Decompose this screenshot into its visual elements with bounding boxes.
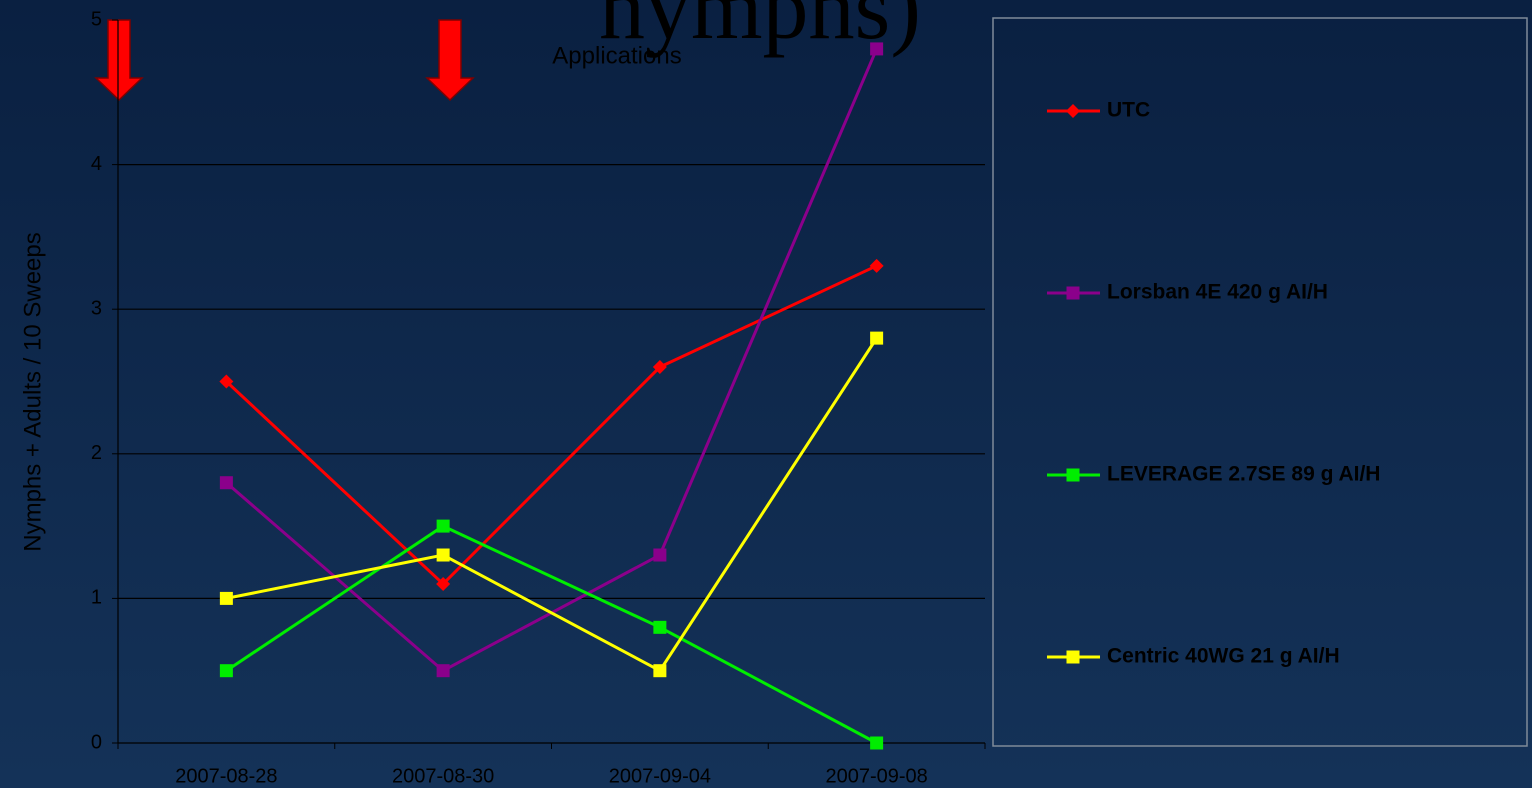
marker [653,664,667,678]
legend-box [992,17,1528,747]
legend-label: Lorsban 4E 420 g AI/H [1107,281,1328,304]
y-tick-label: 1 [91,587,102,609]
marker [653,620,667,634]
y-tick-label: 4 [91,153,102,175]
marker [436,664,450,678]
arrow [425,19,475,102]
x-tick-label: 2007-08-30 [392,765,494,787]
marker [869,258,884,273]
x-tick-label: 2007-09-04 [609,765,711,787]
y-tick-label: 0 [91,731,102,753]
series-line [226,337,878,673]
legend-label: UTC [1107,99,1150,122]
x-tick-label: 2007-08-28 [175,765,277,787]
marker [1066,104,1080,118]
marker [219,664,233,678]
marker [1066,286,1080,300]
marker [870,331,884,345]
x-tick-label: 2007-09-08 [825,765,927,787]
series-line [225,524,878,745]
marker [653,548,667,562]
marker [1066,650,1080,664]
application-arrows [94,19,475,102]
legend-label: Centric 40WG 21 g AI/H [1107,645,1340,668]
legend-label: LEVERAGE 2.7SE 89 g AI/H [1107,463,1380,486]
arrow [94,19,144,102]
annotation: Applications [552,42,681,69]
marker [652,360,667,375]
y-tick-label: 3 [91,297,102,319]
series-line [225,264,878,587]
marker [436,576,451,591]
y-tick-label: 5 [91,8,102,30]
marker [436,519,450,533]
marker [870,42,884,56]
marker [436,548,450,562]
y-tick-label: 2 [91,442,102,464]
marker [219,374,234,389]
marker [1066,468,1080,482]
marker [870,736,884,750]
chart-title: nymphs) [599,0,921,58]
marker [219,476,233,490]
marker [219,591,233,605]
y-axis-label: Nymphs + Adults / 10 Sweeps [19,232,46,552]
